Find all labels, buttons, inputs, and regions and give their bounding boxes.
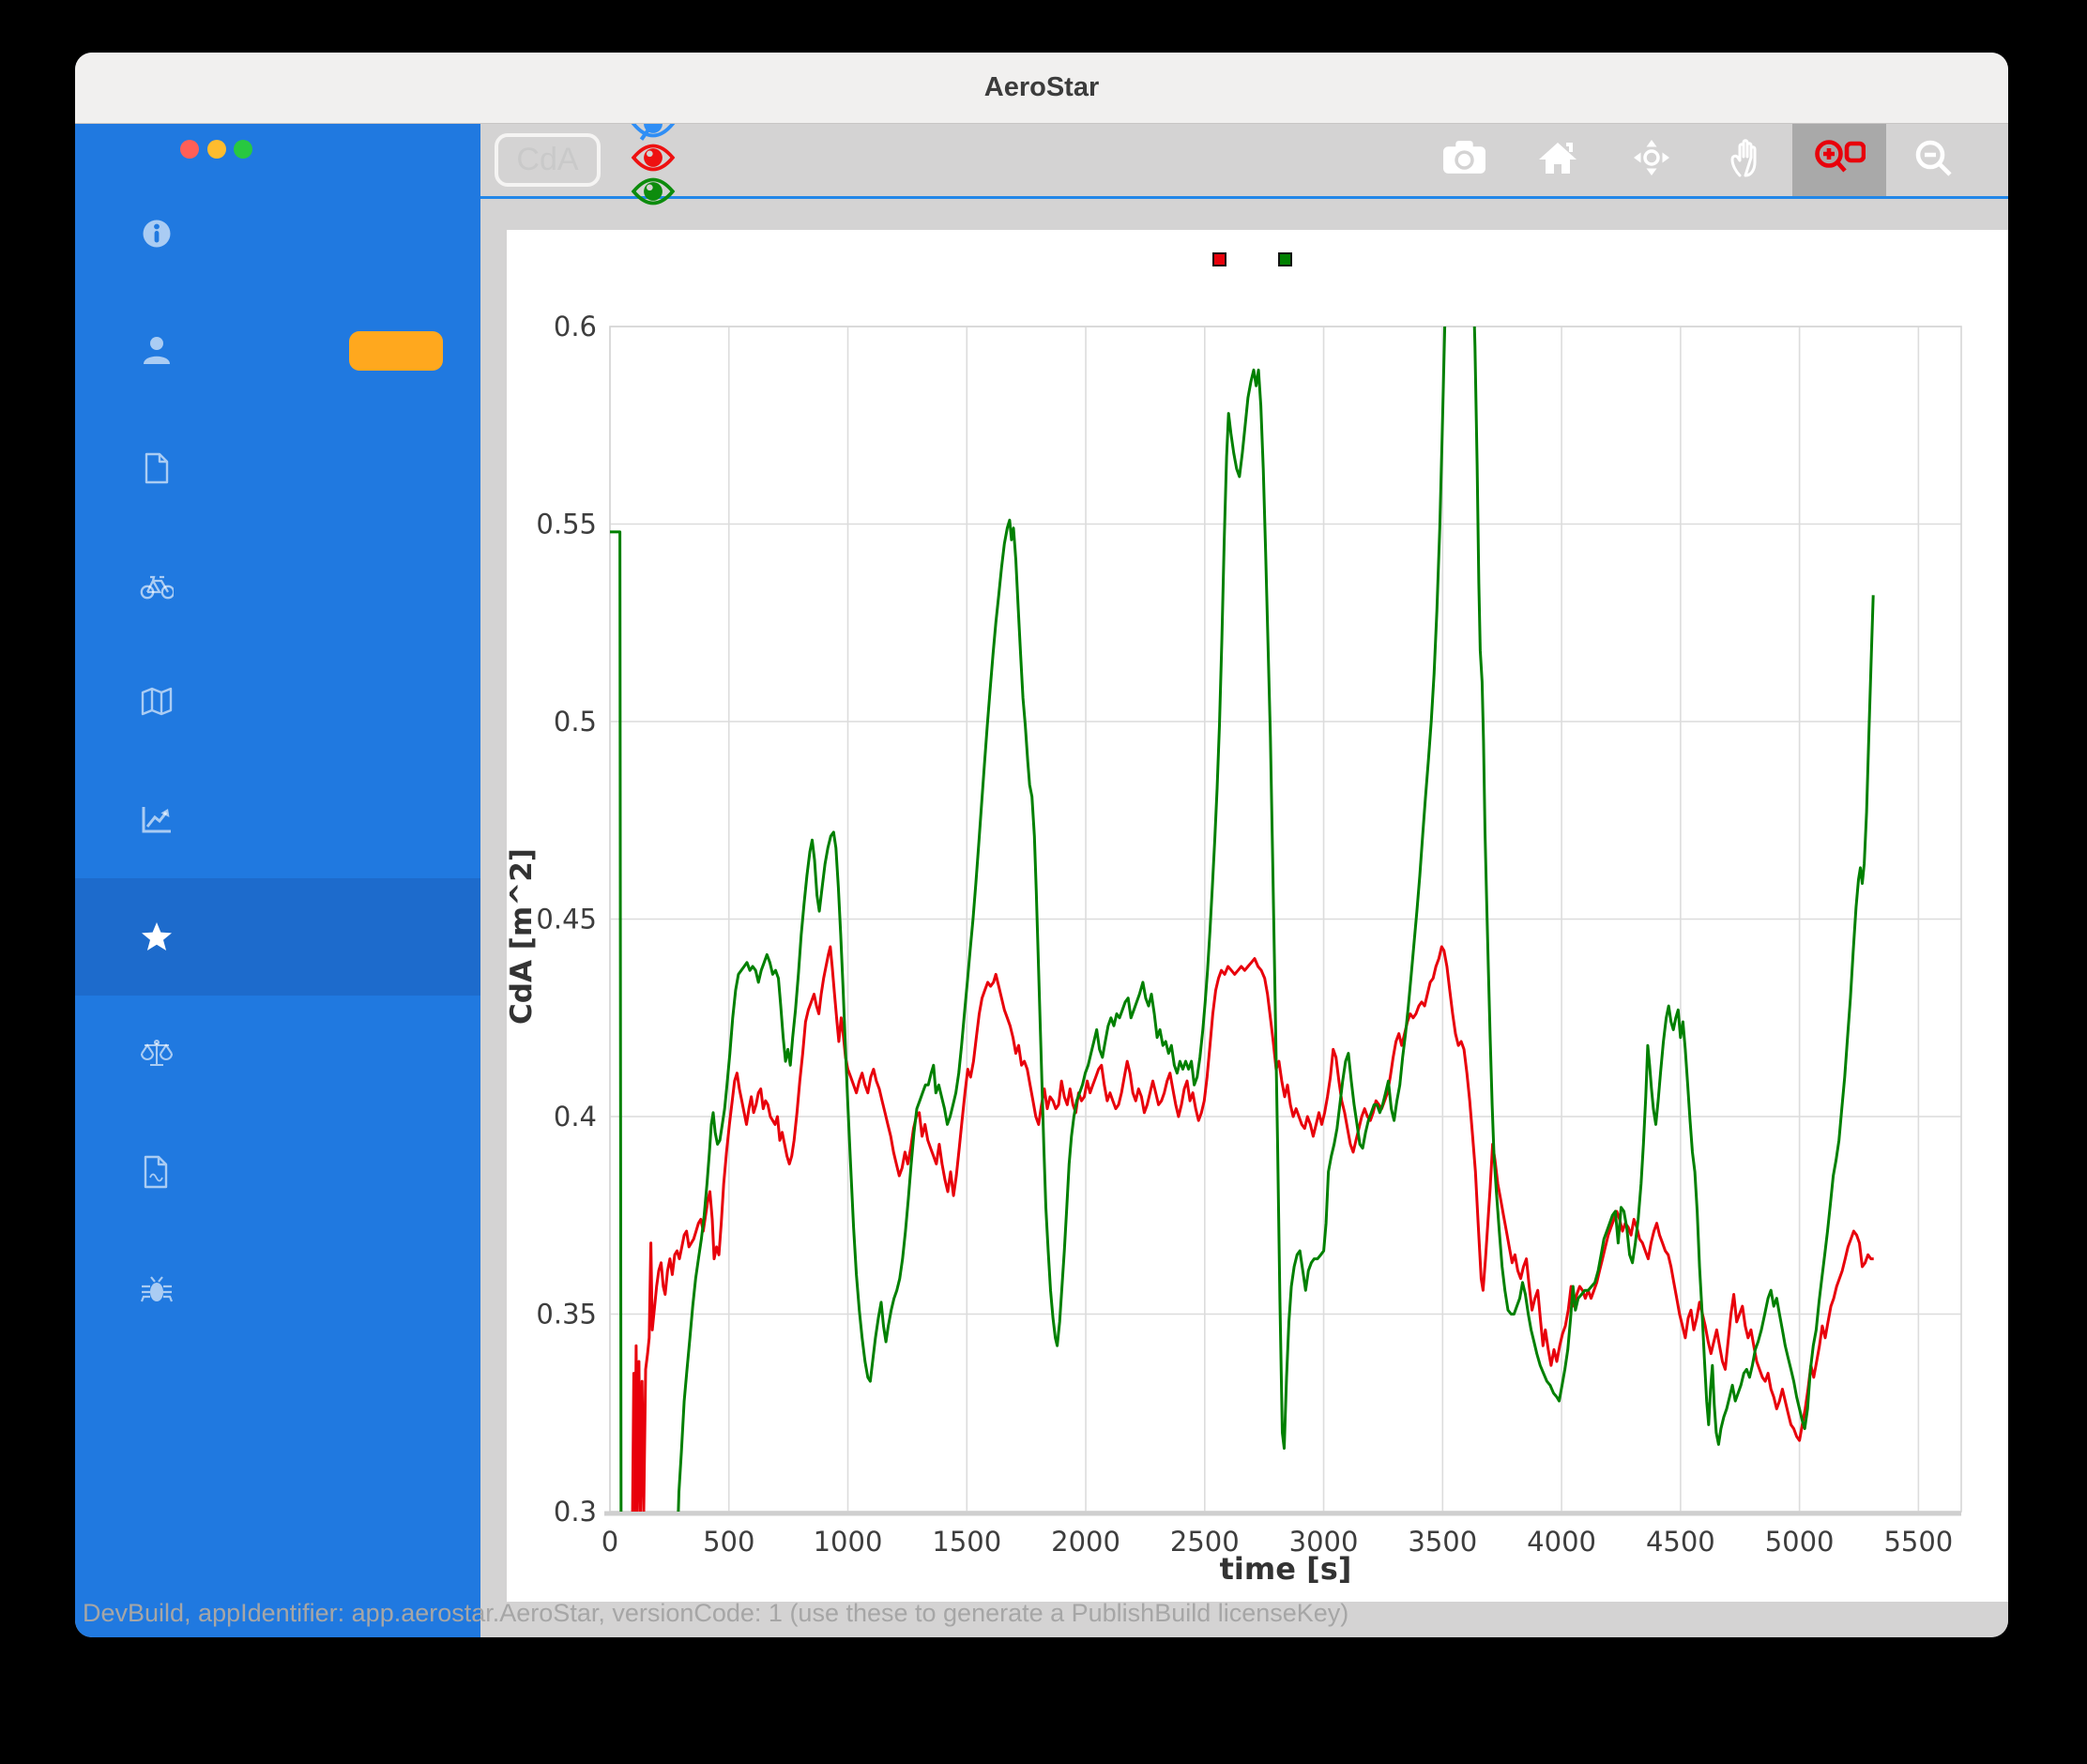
zoom-rect-tool-button[interactable]	[1792, 123, 1886, 196]
x-tick-label: 4500	[1646, 1526, 1715, 1558]
chart-legend	[507, 252, 2008, 266]
status-text: DevBuild, appIdentifier: app.aerostar.Ae…	[83, 1599, 1349, 1627]
sensors-icon	[139, 802, 175, 838]
y-tick-label: 0.3	[554, 1496, 597, 1528]
cda-mode-button[interactable]: CdA	[495, 132, 601, 187]
sidebar-item-info[interactable]	[75, 175, 480, 292]
sidebar-item-validation[interactable]	[75, 996, 480, 1113]
y-axis-title: CdA [m^2]	[505, 848, 539, 1025]
title-bar: AeroStar	[75, 53, 2008, 159]
zoom-rect-icon	[1813, 138, 1866, 182]
zoom-out-tool-button[interactable]	[1886, 123, 1980, 196]
map-icon	[139, 685, 175, 721]
eye-red-icon	[631, 141, 676, 179]
scales-icon	[139, 1037, 175, 1072]
main-area: CdA 0 500 1000 1500 2000 2500 3000 3500 4000 4500…	[480, 106, 2008, 1637]
x-tick-label: 5000	[1765, 1526, 1835, 1558]
app-window: AeroStar CdA 0 500 1000 1500 2000 2500 3000 350…	[75, 53, 2008, 1637]
legend-swatch	[1212, 252, 1226, 266]
series-aerostarm2	[631, 945, 1874, 1512]
legend-item-aerostarm2[interactable]	[1212, 252, 1237, 266]
x-tick-label: 3500	[1408, 1526, 1477, 1558]
bug-icon	[139, 1271, 175, 1307]
chart-card: 0 500 1000 1500 2000 2500 3000 3500 4000 4500 5000…	[505, 230, 2008, 1602]
sidebar-item-ride[interactable]	[75, 526, 480, 644]
pan-hand-icon	[1728, 138, 1763, 182]
bike-icon	[139, 568, 175, 603]
x-tick-label: 3000	[1289, 1526, 1359, 1558]
sidebar	[75, 123, 480, 1637]
close-window-button[interactable]	[180, 140, 199, 159]
x-tick-label: 1500	[932, 1526, 1001, 1558]
eye-green-button[interactable]	[631, 176, 676, 210]
pan-hand-tool-button[interactable]	[1699, 123, 1792, 196]
sidebar-item-load[interactable]	[75, 409, 480, 526]
legend-swatch	[1278, 252, 1292, 266]
y-tick-label: 0.6	[554, 311, 597, 342]
y-tick-label: 0.4	[554, 1101, 597, 1133]
sidebar-item-map[interactable]	[75, 644, 480, 761]
report-icon	[139, 1154, 175, 1190]
home-tool-button[interactable]	[1511, 123, 1605, 196]
series-notio	[610, 327, 1875, 1512]
minimize-window-button[interactable]	[207, 140, 226, 159]
y-tick-label: 0.5	[554, 706, 597, 738]
camera-tool-button[interactable]	[1417, 123, 1511, 196]
toolbar: CdA	[480, 106, 2008, 205]
user-icon	[139, 333, 175, 369]
y-tick-label: 0.35	[536, 1299, 597, 1331]
x-tick-label: 5500	[1883, 1526, 1953, 1558]
x-tick-label: 0	[602, 1526, 618, 1558]
zoom-window-button[interactable]	[234, 140, 252, 159]
legend-item-notio[interactable]	[1278, 252, 1302, 266]
sidebar-item-user[interactable]	[75, 292, 480, 409]
x-tick-label: 2000	[1051, 1526, 1120, 1558]
sidebar-item-test[interactable]	[75, 1230, 480, 1347]
camera-icon	[1442, 140, 1486, 179]
window-title: AeroStar	[983, 72, 1100, 102]
x-tick-label: 500	[703, 1526, 754, 1558]
sidebar-item-sensors[interactable]	[75, 761, 480, 878]
x-tick-label: 1000	[814, 1526, 883, 1558]
x-axis-title: time [s]	[1219, 1551, 1352, 1587]
move-icon	[1633, 139, 1670, 181]
sidebar-item-report[interactable]	[75, 1113, 480, 1230]
plot-area[interactable]: 0 500 1000 1500 2000 2500 3000 3500 4000 4500 5000…	[507, 230, 2008, 1602]
sidebar-item-cda-more[interactable]	[75, 878, 480, 996]
star-icon	[139, 920, 175, 955]
y-tick-label: 0.55	[536, 509, 597, 540]
eye-red-button[interactable]	[631, 143, 676, 176]
demo-badge	[349, 330, 443, 371]
y-tick-label: 0.45	[536, 904, 597, 935]
zoom-out-icon	[1913, 138, 1953, 182]
x-tick-label: 2500	[1170, 1526, 1240, 1558]
eye-green-icon	[631, 175, 676, 213]
info-icon	[139, 216, 175, 251]
home-icon	[1538, 141, 1577, 179]
x-tick-label: 4000	[1527, 1526, 1596, 1558]
document-icon	[139, 450, 175, 486]
move-tool-button[interactable]	[1605, 123, 1699, 196]
